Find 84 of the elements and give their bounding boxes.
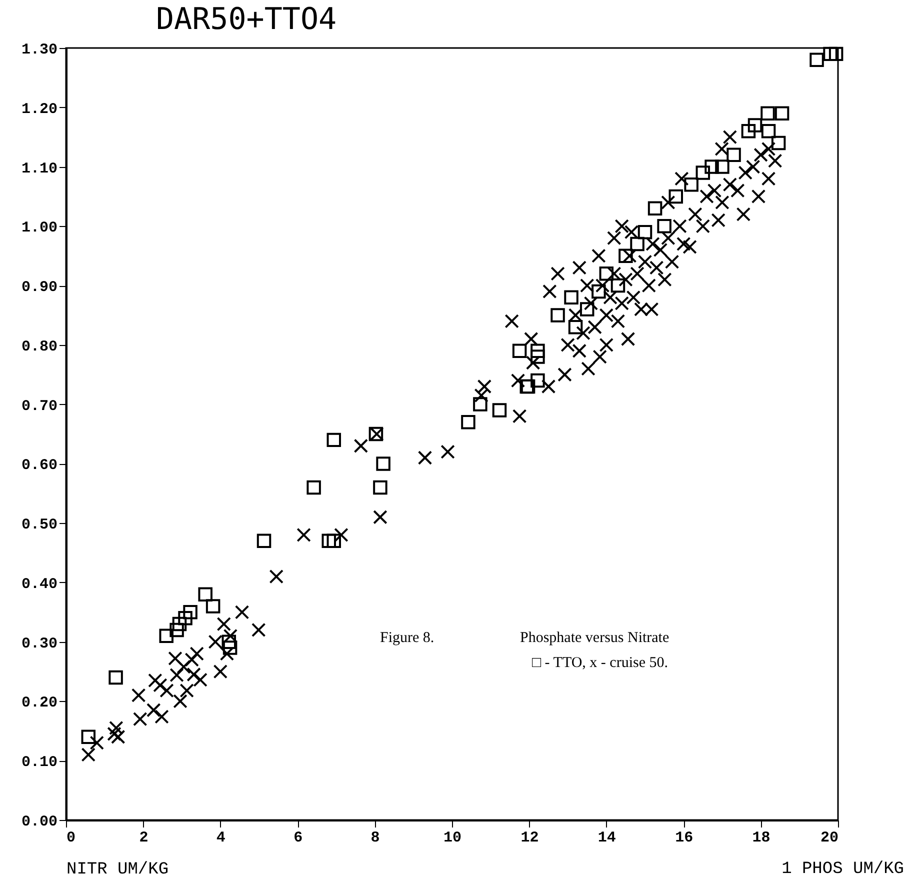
point <box>492 403 507 418</box>
point <box>159 628 174 644</box>
y-tick-label: 1.00 <box>21 220 58 237</box>
y-tick-label: 1.30 <box>21 42 58 58</box>
point <box>530 373 545 388</box>
point <box>326 432 342 448</box>
point <box>618 248 633 263</box>
point <box>696 166 710 180</box>
x-tick-label: 18 <box>752 830 770 846</box>
point <box>172 616 187 632</box>
point <box>512 344 527 358</box>
x-axis-title: NITR UM/KG <box>66 860 169 880</box>
point <box>222 640 238 655</box>
y-tick-label: 0.40 <box>21 576 58 593</box>
point <box>704 160 719 174</box>
x-tick-label: 0 <box>66 830 76 846</box>
y-tick-label: 0.10 <box>21 754 58 772</box>
point <box>668 189 684 204</box>
point <box>638 224 652 240</box>
point <box>183 605 198 620</box>
point <box>828 46 844 62</box>
point <box>657 219 672 234</box>
x-tick-label: 20 <box>820 830 838 846</box>
point <box>760 106 775 120</box>
point <box>610 278 626 293</box>
point <box>592 284 606 299</box>
point <box>774 106 790 120</box>
x-tick-label: 6 <box>294 830 303 846</box>
chart-title: DAR50+TTO4 <box>156 2 337 37</box>
y-tick-label: 0.90 <box>21 279 58 296</box>
point <box>108 670 123 685</box>
y-tick-label: 0.70 <box>21 398 58 415</box>
point <box>748 118 762 132</box>
point <box>322 534 336 548</box>
y-tick-label: 0.20 <box>21 694 58 712</box>
x-tick-label: 14 <box>598 830 616 846</box>
point <box>580 302 594 316</box>
point <box>530 344 545 358</box>
point <box>306 480 321 495</box>
y-tick-label: 0.00 <box>21 814 58 830</box>
point <box>564 290 578 305</box>
point <box>684 177 698 192</box>
annotation: Phosphate versus Nitrate <box>520 630 670 646</box>
text: 1 PHOS UM/KG <box>782 860 904 879</box>
y-tick-label: 0.30 <box>21 635 58 652</box>
point <box>256 534 272 548</box>
point <box>568 320 583 334</box>
x-tick-label: 2 <box>139 830 148 846</box>
point <box>810 52 824 67</box>
y-tick-label: 1.20 <box>21 100 58 118</box>
point <box>630 236 644 252</box>
point <box>461 415 476 430</box>
point <box>599 266 614 281</box>
point <box>326 534 342 548</box>
point <box>648 201 662 216</box>
y-tick-label: 1.10 <box>21 160 58 178</box>
point <box>373 480 388 495</box>
point <box>198 587 212 602</box>
point <box>178 610 192 626</box>
point <box>206 599 220 614</box>
point <box>771 136 786 150</box>
point <box>473 397 488 412</box>
point <box>741 124 756 138</box>
point <box>376 456 390 471</box>
point <box>550 308 565 322</box>
point <box>530 350 545 364</box>
y-tick-label: 0.80 <box>21 338 58 356</box>
point <box>222 634 236 649</box>
x-tick-label: 16 <box>675 830 694 846</box>
annotation: □ - TTO, x - cruise 50. <box>532 655 668 671</box>
y-tick-label: 0.50 <box>21 516 58 534</box>
point <box>715 160 730 174</box>
point <box>170 622 184 638</box>
point <box>81 730 96 744</box>
point <box>726 148 741 162</box>
x-tick-label: 10 <box>443 830 462 846</box>
y-tick-label: 0.60 <box>21 457 58 474</box>
annotation: Figure 8. <box>380 630 434 646</box>
x-tick-label: 8 <box>370 830 380 846</box>
x-tick-label: 4 <box>216 830 226 846</box>
x-tick-label: 12 <box>520 830 539 846</box>
point <box>761 124 776 138</box>
point <box>370 426 384 442</box>
point <box>823 46 838 62</box>
